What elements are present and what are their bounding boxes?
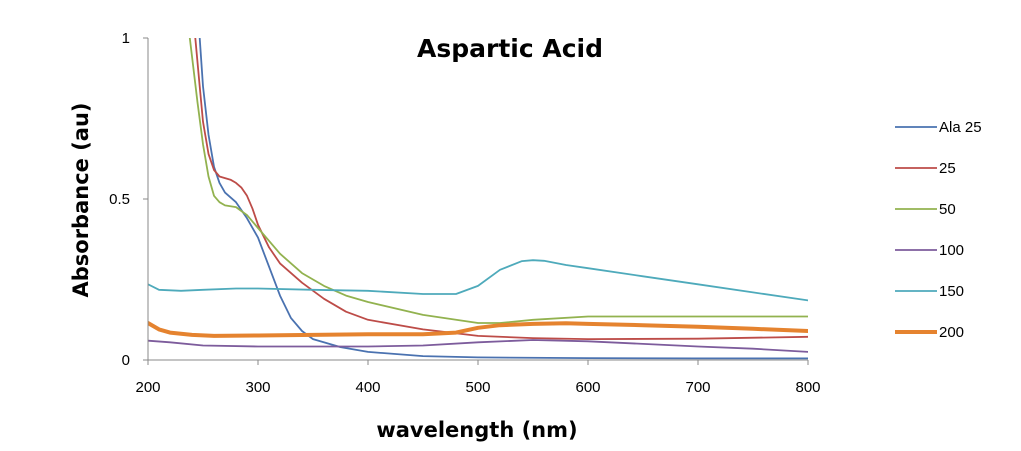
legend-label-2: 50	[939, 201, 956, 218]
x-tick-label: 200	[135, 379, 160, 396]
y-tick-label: 1	[122, 30, 130, 47]
legend-label-3: 100	[939, 242, 964, 259]
legend-label-0: Ala 25	[939, 119, 982, 136]
x-tick-label: 600	[575, 379, 600, 396]
legend-label-4: 150	[939, 283, 964, 300]
legend-label-1: 25	[939, 160, 956, 177]
legend: Ala 25 25 50 100 150 200	[895, 119, 982, 341]
plot-area	[148, 38, 808, 358]
chart-title: Aspartic Acid	[417, 34, 603, 63]
y-tick-label: 0.5	[109, 191, 130, 208]
series-line-0	[200, 38, 808, 358]
x-tick-label: 300	[245, 379, 270, 396]
legend-label-5: 200	[939, 324, 964, 341]
series-line-3	[148, 340, 808, 352]
series-line-5	[148, 323, 808, 336]
x-tick-label: 400	[355, 379, 380, 396]
series-line-4	[148, 260, 808, 300]
series-line-1	[195, 38, 808, 339]
x-tick-label: 700	[685, 379, 710, 396]
x-axis-title: wavelength (nm)	[376, 418, 577, 442]
x-tick-label: 500	[465, 379, 490, 396]
axes: 0 0.5 1 200 300 400 500 600 700 800	[109, 30, 820, 396]
series-line-2	[190, 38, 808, 323]
y-tick-label: 0	[122, 352, 130, 369]
y-axis-title: Absorbance (au)	[69, 102, 93, 297]
x-tick-label: 800	[795, 379, 820, 396]
